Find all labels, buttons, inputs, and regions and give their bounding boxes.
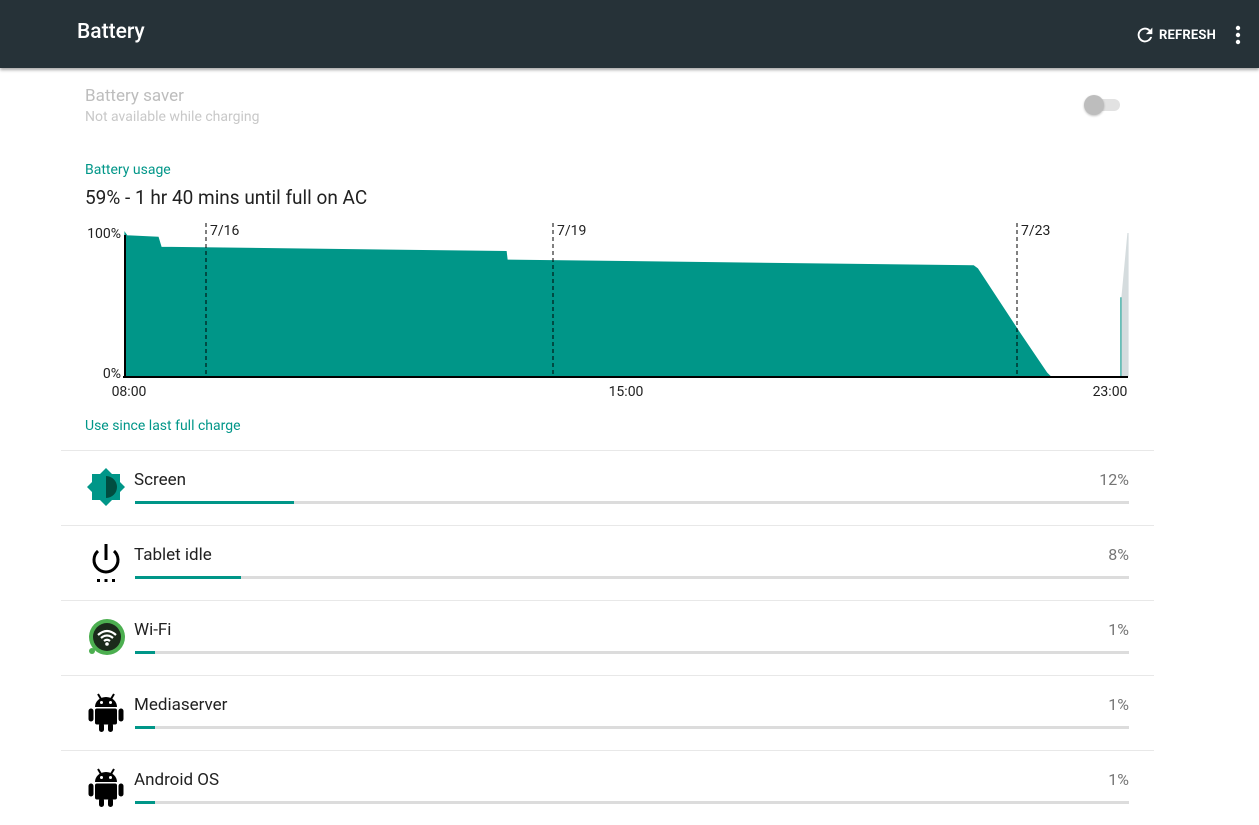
- chart-x-tick-label: 15:00: [609, 384, 644, 400]
- chart-x-tick-label: 23:00: [1093, 384, 1128, 400]
- usage-progress-fill: [135, 501, 294, 504]
- page-title: Battery: [77, 20, 145, 44]
- chart-x-tick-label: 08:00: [112, 384, 147, 400]
- chart-date-marker-label: 7/23: [1021, 223, 1050, 239]
- app-bar: Battery REFRESH: [0, 0, 1259, 68]
- app-usage-row[interactable]: Android OS 1%: [61, 750, 1154, 825]
- android-icon: [85, 691, 127, 733]
- refresh-icon: [1134, 24, 1156, 46]
- battery-saver-subtitle: Not available while charging: [85, 109, 259, 125]
- chart-series-area-3: [1122, 233, 1128, 376]
- more-vert-icon: [1228, 22, 1248, 48]
- app-usage-row[interactable]: Tablet idle 8%: [61, 525, 1154, 600]
- usage-progress-bar: [135, 726, 1129, 729]
- usage-progress-bar: [135, 576, 1129, 579]
- usage-progress-bar: [135, 801, 1129, 804]
- wifi-app-icon: [85, 616, 127, 658]
- chart-y-tick-label: 100%: [87, 226, 121, 242]
- chart-series-area-1: [125, 233, 1050, 376]
- use-since-last-full-charge[interactable]: Use since last full charge: [85, 418, 241, 434]
- brightness-icon: [85, 466, 127, 508]
- app-usage-row[interactable]: Screen 12%: [61, 450, 1154, 525]
- app-usage-percent: 1%: [1108, 770, 1129, 789]
- app-usage-percent: 1%: [1108, 695, 1129, 714]
- app-name: Mediaserver: [134, 695, 227, 715]
- app-usage-percent: 8%: [1108, 545, 1129, 564]
- app-usage-percent: 12%: [1099, 470, 1129, 489]
- power-icon: [85, 541, 127, 583]
- chart-y-tick-label: 0%: [103, 366, 121, 382]
- battery-usage-summary: 59% - 1 hr 40 mins until full on AC: [85, 186, 367, 209]
- toggle-thumb: [1084, 95, 1104, 115]
- refresh-label: REFRESH: [1159, 28, 1216, 43]
- usage-progress-fill: [135, 726, 155, 729]
- app-name: Tablet idle: [134, 545, 212, 565]
- chart-date-marker-label: 7/16: [210, 223, 240, 239]
- usage-progress-bar: [135, 651, 1129, 654]
- usage-progress-fill: [135, 576, 241, 579]
- refresh-button[interactable]: REFRESH: [1134, 22, 1216, 48]
- app-name: Android OS: [134, 770, 219, 790]
- usage-progress-bar: [135, 501, 1129, 504]
- battery-saver-title: Battery saver: [85, 86, 184, 106]
- more-options-button[interactable]: [1228, 22, 1248, 48]
- app-usage-row[interactable]: Mediaserver 1%: [61, 675, 1154, 750]
- battery-saver-toggle[interactable]: [1082, 93, 1122, 117]
- app-name: Wi-Fi: [134, 620, 171, 640]
- chart-date-marker-label: 7/19: [557, 223, 586, 239]
- usage-progress-fill: [135, 651, 155, 654]
- battery-history-chart[interactable]: 100% 0% 7/16 7/19 7/23 08:00 15:00 23:00: [80, 215, 1140, 405]
- app-usage-percent: 1%: [1108, 620, 1129, 639]
- app-usage-row[interactable]: Wi-Fi 1%: [61, 600, 1154, 675]
- battery-usage-header: Battery usage: [85, 162, 171, 178]
- android-icon: [85, 766, 127, 808]
- usage-progress-fill: [135, 801, 155, 804]
- app-name: Screen: [134, 470, 186, 490]
